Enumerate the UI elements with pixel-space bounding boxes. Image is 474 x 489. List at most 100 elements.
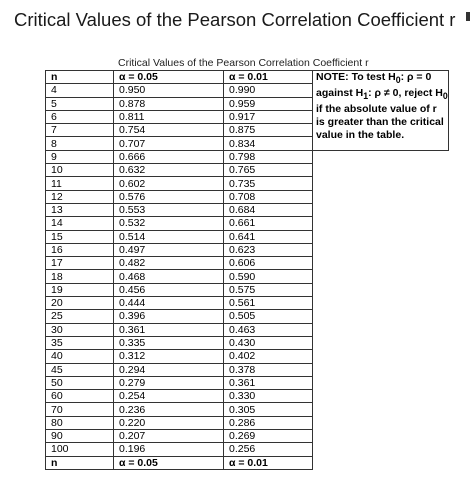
table-row: 5 0.878 0.959 <box>45 96 449 111</box>
table-row: 19 0.456 0.575 <box>45 282 449 298</box>
cell-n: 19 <box>45 282 114 298</box>
cell-alpha-005: 0.220 <box>113 415 224 431</box>
cell-alpha-005: 0.207 <box>113 429 224 444</box>
note-subscript: 1 <box>363 91 369 102</box>
cell-alpha-005: 0.456 <box>113 282 224 298</box>
cell-alpha-005: 0.666 <box>113 149 224 165</box>
table-row: 17 0.482 0.606 <box>45 256 449 271</box>
cell-alpha-005: 0.335 <box>113 335 224 351</box>
table-row: 50 0.279 0.361 <box>45 375 449 391</box>
table-row: 45 0.294 0.378 <box>45 362 449 377</box>
cell-n: 9 <box>45 149 114 165</box>
table-row: 20 0.444 0.561 <box>45 296 449 311</box>
table-row: 4 0.950 0.990 <box>45 83 449 98</box>
cell-n: 100 <box>45 442 114 457</box>
note-text: : ρ = 0 <box>400 71 432 83</box>
cell-alpha-005: 0.632 <box>113 163 224 178</box>
table-row: 10 0.632 0.765 <box>45 163 449 178</box>
cell-alpha-001: 0.959 <box>223 96 313 111</box>
cell-alpha-005: 0.754 <box>113 123 224 138</box>
cell-alpha-005: 0.444 <box>113 296 224 311</box>
table-row: 14 0.532 0.661 <box>45 216 449 231</box>
header-alpha-005: α = 0.05 <box>113 69 224 85</box>
cell-n: 60 <box>45 389 114 404</box>
table-row: 11 0.602 0.735 <box>45 176 449 191</box>
footer-alpha-001: α = 0.01 <box>223 455 313 470</box>
cell-alpha-001: 0.575 <box>223 282 313 298</box>
cell-n: 90 <box>45 429 114 444</box>
cell-alpha-005: 0.482 <box>113 256 224 271</box>
table-row: 25 0.396 0.505 <box>45 309 449 324</box>
cell-alpha-001: 0.917 <box>223 109 313 125</box>
cell-alpha-001: 0.661 <box>223 216 313 231</box>
cell-n: 20 <box>45 296 114 311</box>
cell-alpha-001: 0.834 <box>223 136 313 151</box>
cell-n: 35 <box>45 335 114 351</box>
note-subscript: 0 <box>395 75 401 86</box>
cell-n: 18 <box>45 269 114 284</box>
table-row: 60 0.254 0.330 <box>45 389 449 404</box>
cell-alpha-001: 0.378 <box>223 362 313 377</box>
cell-alpha-001: 0.641 <box>223 229 313 244</box>
cell-n: 4 <box>45 83 114 98</box>
cell-alpha-001: 0.708 <box>223 189 313 204</box>
header-n: n <box>45 69 114 85</box>
cell-alpha-001: 0.402 <box>223 349 313 364</box>
header-alpha-001: α = 0.01 <box>223 69 313 85</box>
cell-alpha-001: 0.256 <box>223 442 313 457</box>
table-row: 7 0.754 0.875 <box>45 123 449 138</box>
cell-n: 70 <box>45 402 114 417</box>
cell-n: 8 <box>45 136 114 151</box>
cell-alpha-001: 0.305 <box>223 402 313 417</box>
cell-alpha-005: 0.396 <box>113 309 224 324</box>
cell-alpha-001: 0.505 <box>223 309 313 324</box>
cell-alpha-005: 0.497 <box>113 242 224 258</box>
cell-alpha-001: 0.765 <box>223 163 313 178</box>
scroll-indicator[interactable] <box>466 12 470 21</box>
cell-alpha-001: 0.684 <box>223 202 313 218</box>
cell-alpha-005: 0.950 <box>113 83 224 98</box>
cell-n: 17 <box>45 256 114 271</box>
cell-n: 14 <box>45 216 114 231</box>
cell-n: 15 <box>45 229 114 244</box>
cell-alpha-005: 0.878 <box>113 96 224 111</box>
note-line-2: against H1: ρ ≠ 0, reject H0 <box>316 87 447 103</box>
cell-alpha-001: 0.286 <box>223 415 313 431</box>
cell-alpha-005: 0.361 <box>113 322 224 337</box>
cell-alpha-005: 0.468 <box>113 269 224 284</box>
cell-alpha-005: 0.602 <box>113 176 224 191</box>
cell-alpha-001: 0.430 <box>223 335 313 351</box>
footer-alpha-005: α = 0.05 <box>113 455 224 470</box>
cell-alpha-005: 0.279 <box>113 375 224 391</box>
table-row: 15 0.514 0.641 <box>45 229 449 244</box>
table-row: 30 0.361 0.463 <box>45 322 449 337</box>
cell-n: 7 <box>45 123 114 138</box>
cell-n: 30 <box>45 322 114 337</box>
cell-alpha-005: 0.294 <box>113 362 224 377</box>
table-row: 13 0.553 0.684 <box>45 202 449 218</box>
table-row: 100 0.196 0.256 <box>45 442 449 457</box>
cell-alpha-005: 0.532 <box>113 216 224 231</box>
table-row: 80 0.220 0.286 <box>45 415 449 431</box>
cell-alpha-005: 0.553 <box>113 202 224 218</box>
cell-n: 50 <box>45 375 114 391</box>
cell-n: 11 <box>45 176 114 191</box>
cell-alpha-001: 0.735 <box>223 176 313 191</box>
table-row: 9 0.666 0.798 <box>45 149 449 165</box>
cell-n: 5 <box>45 96 114 111</box>
cell-alpha-001: 0.623 <box>223 242 313 258</box>
note-text: NOTE: To test H <box>316 71 396 83</box>
footer-n: n <box>45 455 114 470</box>
cell-alpha-005: 0.236 <box>113 402 224 417</box>
note-line-3: if the absolute value of r is greater th… <box>316 103 444 142</box>
note-text: against H <box>316 87 364 100</box>
cell-alpha-001: 0.330 <box>223 389 313 404</box>
table-row: 90 0.207 0.269 <box>45 429 449 444</box>
table-caption: Critical Values of the Pearson Correlati… <box>118 57 369 69</box>
note-text: : ρ ≠ 0, reject H <box>368 87 443 100</box>
cell-alpha-005: 0.576 <box>113 189 224 204</box>
cell-alpha-001: 0.590 <box>223 269 313 284</box>
cell-alpha-001: 0.875 <box>223 123 313 138</box>
